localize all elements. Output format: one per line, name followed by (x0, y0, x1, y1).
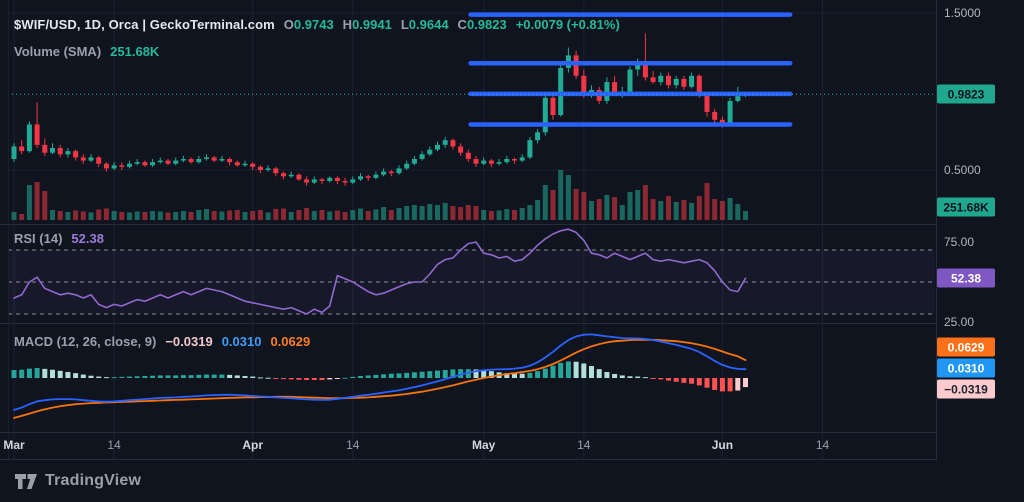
time-tick-14-44: 14 (346, 438, 360, 452)
price-axis-border (936, 0, 937, 460)
rsi-label: RSI (14) (14, 231, 63, 246)
open-value: O0.9743 (283, 17, 334, 32)
time-tick-Apr-31: Apr (242, 438, 264, 452)
price-tick-0.5000: 0.5000 (944, 163, 981, 177)
macd-line-badge: 0.0310 (937, 358, 995, 378)
volume-sma-badge: 251.68K (937, 197, 995, 217)
tradingview-text: TradingView (45, 472, 142, 489)
time-tick-Mar-0: Mar (3, 438, 25, 452)
macd-signal-value: 0.0629 (270, 334, 311, 349)
time-axis[interactable]: Mar 14 Apr 14 May 14 Jun 14 (0, 432, 1024, 460)
volume-label: Volume (SMA) (14, 44, 102, 59)
macd-label: MACD (12, 26, close, 9) (14, 334, 157, 349)
time-tick-14-105: 14 (815, 438, 830, 452)
symbol-title: $WIF/USD, 1D, Orca | GeckoTerminal.com (14, 17, 275, 32)
rsi-legend[interactable]: RSI (14) 52.38 (14, 231, 104, 246)
rsi-tick-25.00: 25.00 (944, 315, 975, 329)
macd-legend[interactable]: MACD (12, 26, close, 9) −0.0319 0.0310 0… (14, 334, 310, 349)
macd-hist-value: −0.0319 (165, 334, 213, 349)
high-value: H0.9941 (342, 17, 392, 32)
volume-sma-value: 251.68K (110, 44, 160, 59)
symbol-legend[interactable]: $WIF/USD, 1D, Orca | GeckoTerminal.com O… (14, 17, 620, 32)
macd-signal-badge: 0.0629 (937, 337, 995, 357)
last-price-badge: 0.9823 (937, 84, 995, 104)
macd-hist-badge: −0.0319 (937, 379, 995, 399)
time-tick-14-74: 14 (577, 438, 591, 452)
tradingview-logo[interactable]: TradingView (15, 472, 141, 490)
rsi-value: 52.38 (71, 231, 104, 246)
low-value: L0.9644 (400, 17, 449, 32)
volume-legend[interactable]: Volume (SMA) 251.68K (14, 44, 159, 59)
price-tick-1.5000: 1.5000 (944, 6, 981, 20)
time-tick-14-13: 14 (107, 438, 121, 452)
change-value: +0.0079 (+0.81%) (515, 17, 620, 32)
time-tick-May-61: May (472, 438, 496, 452)
rsi-tick-75.00: 75.00 (944, 235, 975, 249)
tradingview-icon (15, 473, 37, 489)
close-value: C0.9823 (457, 17, 507, 32)
macd-line-value: 0.0310 (221, 334, 262, 349)
time-tick-Jun-92: Jun (711, 438, 734, 452)
chart-canvas[interactable] (0, 0, 936, 460)
footer-bar: TradingView (0, 460, 1024, 502)
price-axis[interactable]: 1.5000 0.5000 75.00 25.00 0.9823 251.68K 52.38… (936, 0, 1024, 460)
rsi-value-badge: 52.38 (937, 268, 995, 288)
